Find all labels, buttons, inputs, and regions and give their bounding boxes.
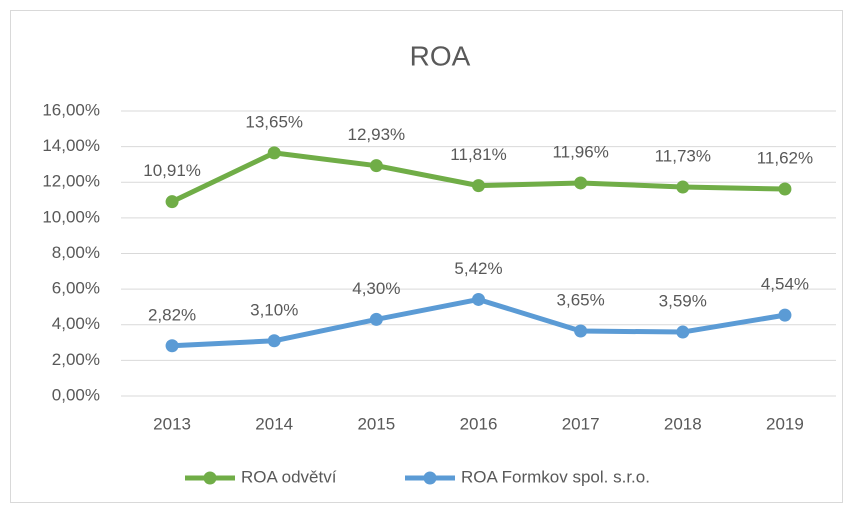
data-point <box>472 179 485 193</box>
y-tick-label: 8,00% <box>52 243 100 262</box>
data-point <box>778 182 792 196</box>
y-tick-label: 14,00% <box>42 136 100 155</box>
data-label: 3,65% <box>557 290 605 309</box>
legend-label: ROA Formkov spol. s.r.o. <box>461 467 650 486</box>
data-point <box>574 176 588 190</box>
y-tick-label: 4,00% <box>52 314 100 333</box>
y-tick-label: 16,00% <box>42 100 100 119</box>
data-point <box>574 324 588 338</box>
x-tick-label: 2016 <box>460 414 498 433</box>
data-label: 3,59% <box>659 292 707 311</box>
data-label: 11,96% <box>552 142 608 161</box>
y-tick-label: 12,00% <box>42 172 100 191</box>
data-point <box>267 146 281 160</box>
data-label: 2,82% <box>148 305 196 324</box>
chart-title: ROA <box>410 40 471 71</box>
x-tick-label: 2013 <box>153 414 191 433</box>
legend-label: ROA odvětví <box>241 467 337 486</box>
data-point <box>472 292 485 306</box>
y-tick-label: 10,00% <box>42 207 100 226</box>
data-label: 3,10% <box>250 300 298 319</box>
x-tick-label: 2017 <box>562 414 600 433</box>
x-tick-label: 2018 <box>664 414 702 433</box>
legend-marker <box>423 471 437 485</box>
y-tick-label: 2,00% <box>52 350 100 369</box>
data-label: 11,62% <box>757 149 813 168</box>
data-label: 5,42% <box>454 259 502 278</box>
data-label: 13,65% <box>245 112 303 131</box>
chart-border <box>10 10 843 503</box>
y-tick-label: 0,00% <box>52 385 100 404</box>
data-point <box>676 180 690 194</box>
data-label: 4,30% <box>352 279 400 298</box>
data-point <box>369 312 383 326</box>
data-label: 11,81% <box>450 145 506 164</box>
data-label: 10,91% <box>143 161 201 180</box>
data-point <box>369 159 383 173</box>
data-label: 4,54% <box>761 275 809 294</box>
x-tick-label: 2014 <box>255 414 293 433</box>
data-point <box>165 195 179 209</box>
data-label: 11,73% <box>655 147 711 166</box>
data-point <box>267 334 281 348</box>
data-label: 12,93% <box>348 125 406 144</box>
data-point <box>778 308 792 322</box>
legend-marker <box>203 471 217 485</box>
data-point <box>165 339 179 353</box>
y-tick-label: 6,00% <box>52 279 100 298</box>
data-point <box>676 325 690 339</box>
x-tick-label: 2015 <box>357 414 395 433</box>
x-tick-label: 2019 <box>766 414 804 433</box>
